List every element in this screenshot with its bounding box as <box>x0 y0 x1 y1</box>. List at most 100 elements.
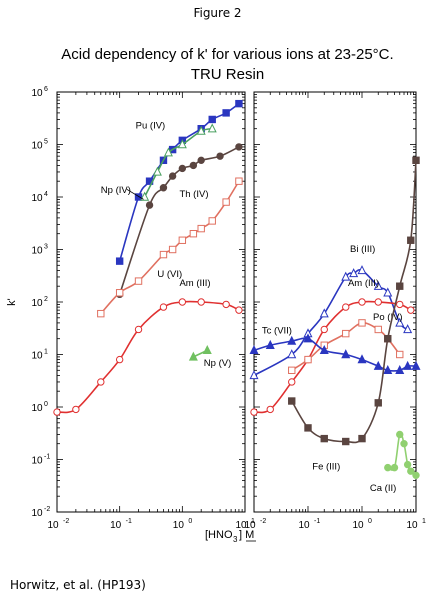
data-point <box>407 467 415 475</box>
data-point <box>163 147 173 157</box>
data-point <box>188 351 198 361</box>
series-label: Np (IV) <box>101 185 131 196</box>
data-point <box>97 309 105 318</box>
data-point <box>159 303 168 311</box>
x-tick-exponent: 1 <box>422 518 426 525</box>
data-point <box>208 115 216 124</box>
series-label: Th (IV) <box>179 189 208 200</box>
y-tick-label: 10 <box>31 298 43 309</box>
data-point <box>235 143 243 151</box>
data-point <box>374 298 382 306</box>
data-point <box>403 324 413 334</box>
x-tick-exponent: 0 <box>368 518 372 525</box>
series-label: Fe (III) <box>312 461 340 472</box>
data-point <box>196 125 206 135</box>
panel-1: 10 -2 10 -1 10 0 10 110 -210 -110 010 110 210 310 410 5… <box>6 86 255 531</box>
data-point <box>97 378 105 386</box>
figure-label: Figure 2 <box>193 6 242 20</box>
y-tick-label: 10 <box>31 141 43 152</box>
y-tick-label: 10 <box>31 508 43 519</box>
data-point <box>208 217 216 225</box>
y-tick-exponent: 6 <box>44 86 48 93</box>
y-tick-label: 10 <box>31 351 43 362</box>
data-point <box>320 434 328 443</box>
x-tick-exponent: 0 <box>188 518 192 525</box>
data-point <box>72 405 80 414</box>
series-th-iv: Th (IV) <box>115 143 243 299</box>
data-point <box>202 345 212 355</box>
data-point <box>342 437 350 446</box>
chart-subtitle: TRU Resin <box>190 66 265 83</box>
data-point <box>134 277 143 285</box>
y-tick-exponent: 1 <box>44 349 48 356</box>
y-tick-exponent: -2 <box>44 506 50 513</box>
y-tick-exponent: 2 <box>44 296 48 303</box>
chart-title: Acid dependency of k' for various ions a… <box>61 46 394 63</box>
data-point <box>396 430 404 439</box>
y-tick-exponent: 4 <box>44 191 48 198</box>
data-point <box>412 156 420 165</box>
data-point <box>168 245 177 254</box>
data-point <box>287 349 297 359</box>
data-point <box>358 319 366 327</box>
y-tick-label: 10 <box>31 193 43 204</box>
data-point <box>396 300 404 309</box>
series-np-v: Np (V) <box>188 345 231 369</box>
data-point <box>159 184 168 192</box>
y-tick-exponent: 3 <box>44 244 48 251</box>
series-label: Tc (VII) <box>262 326 292 337</box>
data-point <box>357 265 367 275</box>
data-point <box>287 335 297 345</box>
data-point <box>168 172 177 180</box>
x-tick-exponent: 1 <box>251 518 255 525</box>
data-point <box>304 355 312 364</box>
data-point <box>250 408 258 416</box>
data-point <box>342 329 350 338</box>
series-bi-iii: Bi (III) <box>249 244 413 380</box>
data-point <box>395 317 405 327</box>
y-tick-label: 10 <box>31 246 43 257</box>
series-label: Po (IV) <box>373 312 403 323</box>
data-point <box>145 201 154 209</box>
series-label: Pu (IV) <box>136 121 166 132</box>
series-label: Am (III) <box>348 278 379 289</box>
data-point <box>222 198 230 206</box>
data-point <box>266 405 274 414</box>
data-point <box>303 333 313 343</box>
data-point <box>178 236 187 244</box>
data-point <box>288 366 296 375</box>
data-point <box>383 364 393 375</box>
data-point <box>265 339 275 349</box>
data-point <box>178 164 187 173</box>
y-tick-exponent: -1 <box>44 454 50 461</box>
data-point <box>320 325 328 334</box>
data-point <box>159 250 168 259</box>
data-point <box>115 257 124 265</box>
data-point <box>207 123 217 133</box>
credit-line: Horwitz, et al. (HP193) <box>10 578 146 592</box>
x-tick-label: 10 <box>244 520 256 531</box>
data-point <box>395 364 405 375</box>
data-point <box>197 224 205 233</box>
data-point <box>140 191 150 201</box>
x-tick-exponent: -2 <box>63 518 69 525</box>
data-point <box>319 345 329 355</box>
data-point <box>235 99 243 108</box>
data-point <box>249 370 259 380</box>
data-point <box>390 463 399 472</box>
series-am-iii: Am (III) <box>250 278 415 416</box>
data-point <box>374 325 382 334</box>
data-point <box>383 287 393 297</box>
data-point <box>358 298 366 306</box>
series-tc-vii: Tc (VII) <box>249 326 421 375</box>
data-point <box>177 139 187 149</box>
x-tick-exponent: -2 <box>260 518 266 525</box>
data-point <box>384 334 392 343</box>
x-tick-exponent: -1 <box>314 518 320 525</box>
data-point <box>357 354 367 364</box>
series-u-vi: U (VI) <box>97 177 243 318</box>
data-point <box>197 156 205 165</box>
data-point <box>411 360 421 370</box>
data-point <box>374 399 382 407</box>
data-point <box>178 298 187 306</box>
